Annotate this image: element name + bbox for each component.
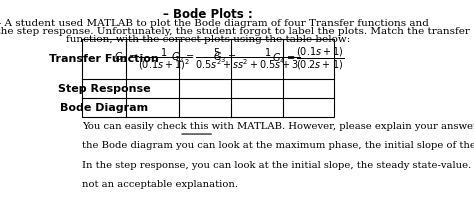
Text: $G_4 = \dfrac{(0.1s+1)}{(0.2s+1)}$: $G_4 = \dfrac{(0.1s+1)}{(0.2s+1)}$ [273, 46, 345, 72]
Text: $G_2 = \dfrac{5}{0.5s^2+s}$: $G_2 = \dfrac{5}{0.5s^2+s}$ [171, 46, 240, 71]
Text: You can easily check this with MATLAB. However, please: You can easily check this with MATLAB. H… [82, 122, 375, 131]
Text: $G_1 = \dfrac{1}{(0.1s+1)^2}$: $G_1 = \dfrac{1}{(0.1s+1)^2}$ [114, 46, 191, 72]
Bar [82, 38, 335, 117]
Text: – Bode Plots :: – Bode Plots : [164, 8, 253, 21]
Text: In the step response, you can look at the initial slope, the steady state-value.: In the step response, you can look at th… [82, 161, 474, 170]
Text: Step Response: Step Response [58, 84, 151, 94]
Text: the Bode diagram you can look at the maximum phase, the initial slope of the mag: the Bode diagram you can look at the max… [82, 141, 474, 150]
Text: Transfer Function: Transfer Function [49, 54, 159, 64]
Text: You can easily check this with MATLAB. However, please explain your answer. For : You can easily check this with MATLAB. H… [82, 122, 474, 131]
Text: Bode Diagram: Bode Diagram [60, 103, 148, 113]
Text: not an acceptable explanation.: not an acceptable explanation. [82, 180, 238, 189]
Text: - A student used MATLAB to plot the Bode diagram of four Transfer functions and: - A student used MATLAB to plot the Bode… [0, 19, 429, 28]
Text: function, with the correct plots using the table below:: function, with the correct plots using t… [66, 35, 350, 44]
Text: generate the step response. Unfortunately, the student forgot to label the plots: generate the step response. Unfortunatel… [0, 27, 470, 36]
Text: $G_3 = \dfrac{1}{s^2+0.5s+3}$: $G_3 = \dfrac{1}{s^2+0.5s+3}$ [213, 46, 301, 71]
